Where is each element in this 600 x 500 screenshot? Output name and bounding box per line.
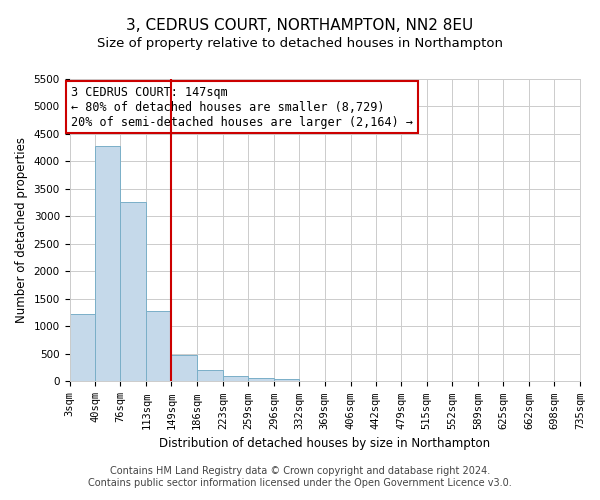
Bar — [223, 376, 248, 382]
Y-axis label: Number of detached properties: Number of detached properties — [15, 137, 28, 323]
Bar — [274, 378, 299, 382]
Bar — [172, 355, 197, 382]
Bar — [95, 146, 121, 382]
Text: 3 CEDRUS COURT: 147sqm
← 80% of detached houses are smaller (8,729)
20% of semi-: 3 CEDRUS COURT: 147sqm ← 80% of detached… — [71, 86, 413, 128]
Text: 3, CEDRUS COURT, NORTHAMPTON, NN2 8EU: 3, CEDRUS COURT, NORTHAMPTON, NN2 8EU — [127, 18, 473, 32]
Text: Contains HM Land Registry data © Crown copyright and database right 2024.
Contai: Contains HM Land Registry data © Crown c… — [88, 466, 512, 487]
X-axis label: Distribution of detached houses by size in Northampton: Distribution of detached houses by size … — [159, 437, 490, 450]
Bar — [197, 370, 223, 382]
Bar — [248, 378, 274, 382]
Text: Size of property relative to detached houses in Northampton: Size of property relative to detached ho… — [97, 38, 503, 51]
Bar — [146, 311, 172, 382]
Bar — [121, 202, 146, 382]
Bar — [70, 314, 95, 382]
